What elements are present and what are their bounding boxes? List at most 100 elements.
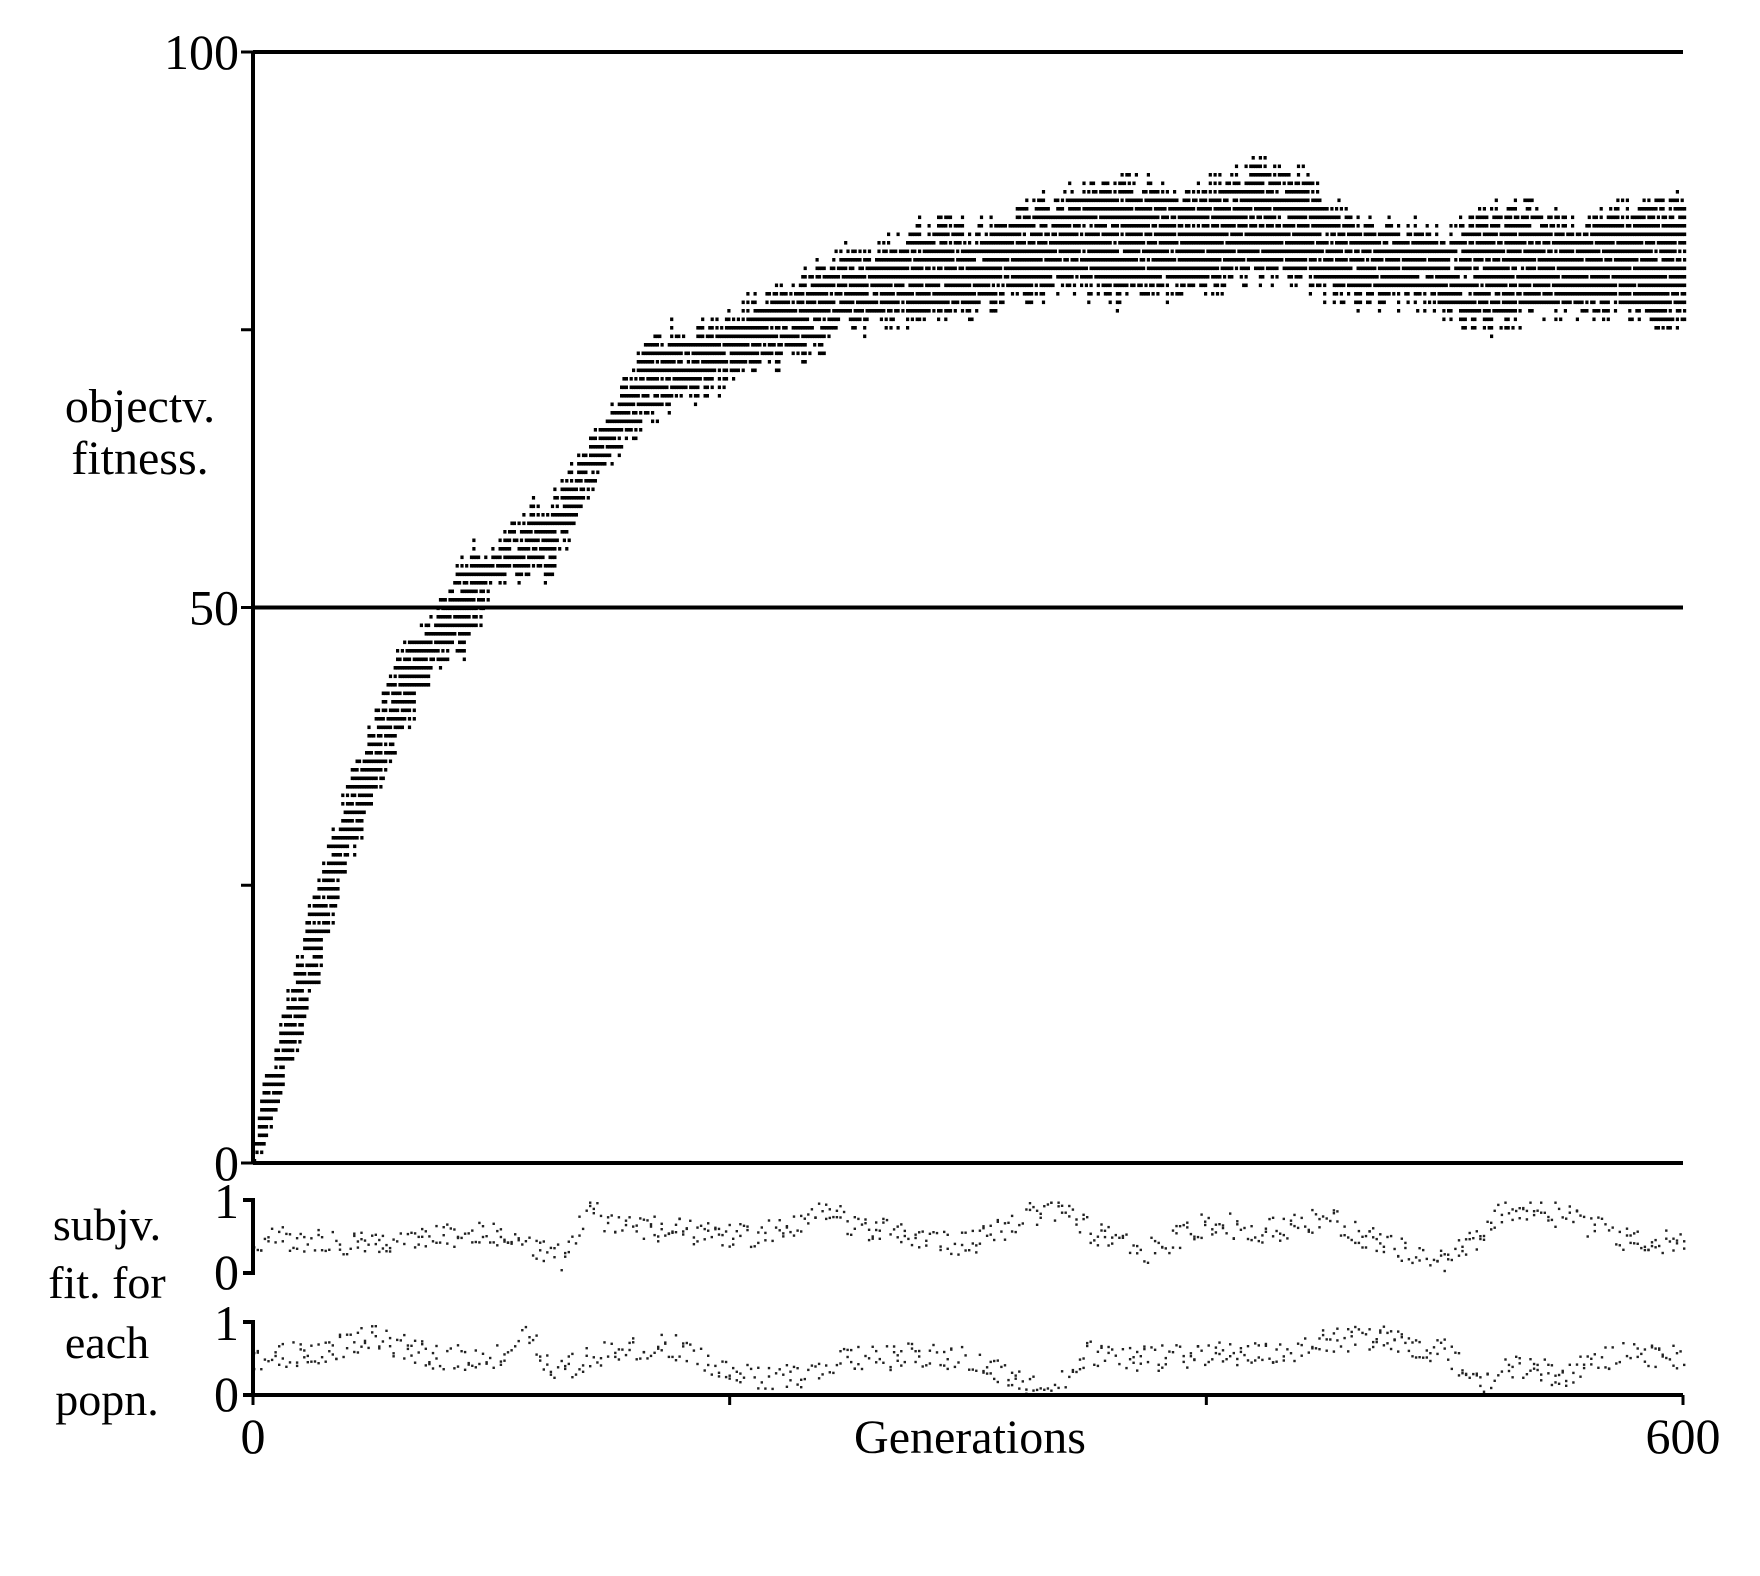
population-mark [1640,300,1644,305]
population-mark [927,224,931,228]
population-mark [1234,241,1239,245]
population-mark [1184,258,1189,262]
population-mark [462,589,466,594]
population-mark [1513,232,1517,237]
population-mark [1330,241,1334,245]
population-mark [860,283,864,288]
population-mark [620,385,624,390]
population-mark [1225,207,1229,211]
population-mark [996,258,1000,262]
population-mark [1606,300,1610,305]
population-mark [796,292,800,296]
population-mark [958,292,962,296]
population-mark [1146,266,1150,271]
population-mark [1089,232,1093,237]
population-mark [362,759,366,764]
population-mark [643,394,648,398]
population-mark [1230,258,1234,262]
population-mark [1060,241,1065,245]
population-mark [369,793,373,798]
population-mark [403,691,407,696]
population-mark [1387,258,1391,262]
population-mark [353,827,357,832]
population-mark [505,538,509,543]
population-mark [279,1074,283,1078]
population-mark [610,462,614,466]
population-mark [658,351,662,356]
population-mark [1559,258,1563,262]
population-mark [1199,249,1203,254]
population-mark [548,572,552,577]
population-mark [1642,283,1646,288]
population-mark [553,555,557,560]
population-mark [653,385,657,390]
population-mark [913,241,917,245]
population-mark [498,572,502,577]
population-mark [1313,224,1317,228]
population-mark [1280,207,1284,211]
population-mark [832,266,836,271]
population-mark [975,309,979,313]
population-mark [1125,173,1129,177]
population-mark [536,538,540,543]
population-mark [1463,258,1467,262]
population-mark [1442,317,1446,322]
population-mark [1153,224,1158,228]
population-mark [786,343,791,347]
population-mark [1101,232,1105,237]
population-mark [729,351,733,356]
population-mark [1597,266,1601,271]
population-mark [851,300,855,305]
population-mark [677,377,681,381]
population-mark [1032,224,1036,228]
population-mark [455,598,459,602]
population-mark [1094,258,1098,262]
population-mark [1211,258,1215,262]
population-mark [939,275,943,279]
population-mark [827,300,831,305]
population-mark [1089,198,1093,203]
population-mark [1623,292,1627,296]
population-mark [1625,198,1629,203]
population-mark [1208,198,1212,203]
population-mark [1180,258,1184,262]
population-mark [1015,232,1019,237]
population-mark [565,504,569,509]
population-mark [829,275,833,279]
population-mark [1351,241,1355,245]
population-mark [1020,266,1024,271]
population-mark [1640,224,1644,228]
population-mark [1273,173,1277,177]
population-mark [770,343,774,347]
population-mark [574,504,578,509]
population-mark [343,836,347,840]
population-mark [326,921,331,925]
population-mark [386,717,390,721]
population-mark [1118,258,1122,262]
population-mark [867,258,872,262]
population-mark [1046,283,1050,288]
population-mark [534,555,538,560]
population-mark [856,300,860,305]
population-mark [1294,190,1298,194]
population-mark [1335,249,1339,254]
population-mark [724,377,729,381]
population-mark [1301,249,1305,254]
population-mark [1053,258,1057,262]
population-mark [1277,249,1281,254]
population-mark [1387,292,1391,296]
population-mark [1356,241,1360,245]
population-mark [1287,215,1291,220]
population-mark [1196,190,1200,194]
population-mark [1204,198,1208,203]
population-mark [388,759,393,764]
population-mark [1111,198,1115,203]
population-mark [1413,232,1417,237]
population-mark [1592,309,1596,313]
population-mark [446,632,450,636]
population-mark [1039,241,1043,245]
population-mark [1428,283,1432,288]
population-mark [701,317,705,322]
population-mark [1089,266,1093,271]
population-mark [1258,232,1262,237]
